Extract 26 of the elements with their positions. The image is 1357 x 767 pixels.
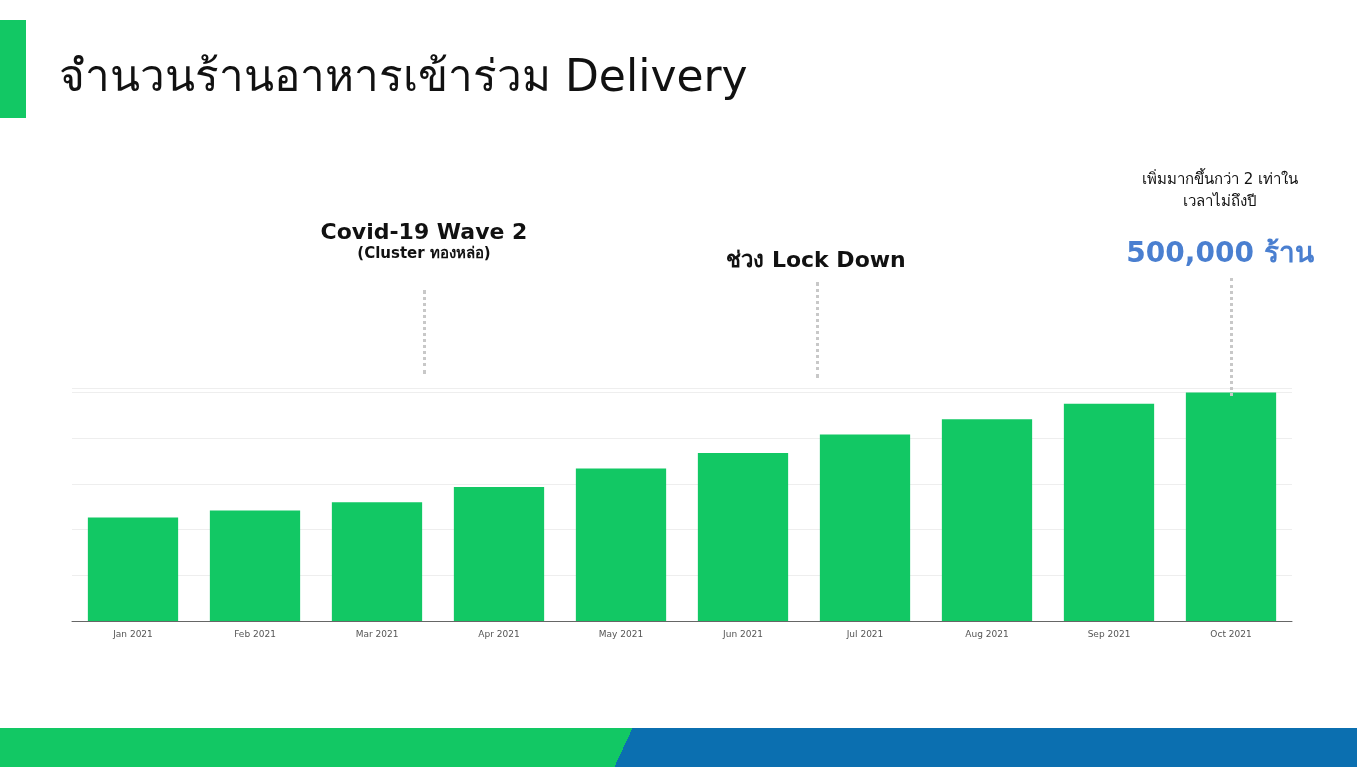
x-tick-label: Jul 2021 <box>845 628 884 639</box>
x-tick-label: Oct 2021 <box>1210 628 1252 639</box>
x-tick-label: Apr 2021 <box>478 628 520 639</box>
bar <box>453 486 545 621</box>
bar <box>331 502 423 621</box>
x-tick-label: Mar 2021 <box>355 628 399 639</box>
bar <box>697 453 789 621</box>
text: 500,000 ร้าน <box>1126 235 1314 269</box>
x-tick-label: Feb 2021 <box>234 628 276 639</box>
text: (Cluster ทองหล่อ) <box>357 243 491 262</box>
bar <box>87 517 179 621</box>
x-tick-label: Aug 2021 <box>965 628 1009 639</box>
text: Covid-19 Wave 2 <box>320 219 528 245</box>
text: เพิ่มมากขึ้นกว่า 2 เท่าใน เวลาไม่ถึงปี <box>1141 167 1299 210</box>
bar <box>209 510 301 621</box>
x-tick-label: Jan 2021 <box>112 628 153 639</box>
bar <box>1063 403 1155 621</box>
x-tick-label: Jun 2021 <box>722 628 763 639</box>
x-tick-label: Sep 2021 <box>1087 628 1131 639</box>
chart-title: จำนวนร้านอาหารเข้าร่วม Delivery <box>59 49 748 101</box>
bar <box>1185 392 1277 621</box>
x-tick-label: May 2021 <box>598 628 644 639</box>
bar <box>575 468 667 621</box>
bar <box>819 434 911 621</box>
bar <box>941 419 1033 621</box>
text: ช่วง Lock Down <box>726 247 906 273</box>
